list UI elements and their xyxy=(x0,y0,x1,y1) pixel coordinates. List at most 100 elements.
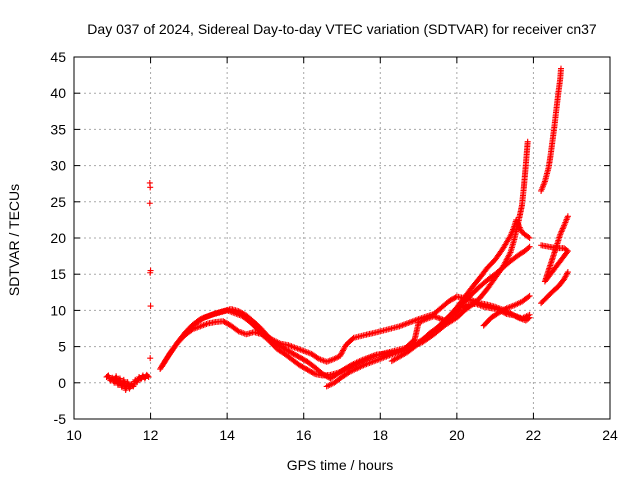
data-point xyxy=(294,353,301,360)
y-tick-label: 15 xyxy=(50,266,66,282)
data-point xyxy=(289,350,296,357)
data-point xyxy=(304,366,311,373)
data-point xyxy=(331,355,338,362)
data-point xyxy=(559,225,566,232)
data-point xyxy=(296,354,303,361)
data-point xyxy=(235,308,242,315)
data-point xyxy=(340,346,347,353)
data-point xyxy=(319,371,326,378)
data-point xyxy=(281,345,288,352)
data-point xyxy=(501,309,508,316)
data-point xyxy=(221,318,228,325)
x-axis-label: GPS time / hours xyxy=(287,457,394,473)
data-point xyxy=(347,362,354,369)
x-tick-label: 20 xyxy=(449,427,465,443)
data-point xyxy=(300,364,307,371)
data-point xyxy=(337,353,344,360)
data-point xyxy=(525,244,532,251)
data-point xyxy=(222,319,229,326)
data-point xyxy=(564,213,571,220)
data-point xyxy=(273,341,280,348)
data-point xyxy=(277,343,284,350)
data-point xyxy=(564,270,571,277)
data-point xyxy=(349,361,356,368)
data-point xyxy=(338,350,345,357)
data-point xyxy=(239,310,246,317)
data-point xyxy=(525,293,532,300)
data-point xyxy=(502,310,509,317)
data-point xyxy=(147,303,154,310)
y-axis-label: SDTVAR / TECUs xyxy=(6,184,22,296)
data-point xyxy=(332,355,339,362)
data-point xyxy=(305,367,312,374)
data-point xyxy=(451,295,458,302)
data-point xyxy=(307,368,314,375)
series-track-i xyxy=(538,269,571,307)
x-tick-label: 10 xyxy=(66,427,82,443)
data-point xyxy=(299,363,306,370)
data-point xyxy=(344,364,351,371)
series-spikes-near-12h xyxy=(146,179,154,362)
data-point xyxy=(314,355,321,362)
data-point xyxy=(284,347,291,354)
data-point xyxy=(298,363,305,370)
data-point xyxy=(295,353,302,360)
y-tick-label: 45 xyxy=(50,49,66,65)
x-tick-label: 16 xyxy=(296,427,312,443)
y-tick-label: -5 xyxy=(54,411,67,427)
y-tick-label: 35 xyxy=(50,121,66,137)
data-point xyxy=(448,296,455,303)
data-point xyxy=(346,363,353,370)
data-point xyxy=(220,318,227,325)
data-point xyxy=(525,234,532,241)
data-point xyxy=(275,342,282,349)
x-tick-label: 22 xyxy=(526,427,542,443)
data-point xyxy=(339,347,346,354)
data-point xyxy=(310,370,317,377)
data-point xyxy=(126,385,133,392)
data-point xyxy=(559,227,566,234)
data-point xyxy=(334,354,341,361)
data-point xyxy=(526,243,533,250)
data-point xyxy=(349,335,356,342)
chart-title: Day 037 of 2024, Sidereal Day-to-day VTE… xyxy=(87,21,597,37)
data-point xyxy=(506,250,513,257)
data-point xyxy=(285,347,292,354)
data-point xyxy=(296,362,303,369)
data-point xyxy=(557,231,564,238)
data-point xyxy=(506,234,513,241)
y-tick-label: 20 xyxy=(50,230,66,246)
data-point xyxy=(225,321,232,328)
series-track-b xyxy=(159,138,531,379)
data-point xyxy=(557,229,564,236)
data-point xyxy=(144,372,151,379)
data-point xyxy=(301,365,308,372)
series-track-h xyxy=(538,213,571,285)
data-point xyxy=(526,311,533,318)
data-point xyxy=(495,306,502,313)
data-point xyxy=(321,371,328,378)
data-point xyxy=(240,311,247,318)
data-point xyxy=(238,309,245,316)
y-tick-label: 0 xyxy=(58,375,66,391)
data-point xyxy=(299,355,306,362)
data-point xyxy=(342,365,349,372)
y-tick-label: 10 xyxy=(50,302,66,318)
x-tick-label: 24 xyxy=(602,427,618,443)
series-cluster-near-11h xyxy=(103,371,152,394)
data-point xyxy=(557,65,564,72)
x-tick-label: 14 xyxy=(219,427,235,443)
data-point xyxy=(524,138,531,145)
data-point xyxy=(146,200,153,207)
axis-ticks: 10 12 14 16 18 20 22 24 -5 0 5 10 15 20 25 30 35 40 45 xyxy=(50,49,618,443)
series-track-f xyxy=(388,300,533,365)
x-tick-label: 12 xyxy=(143,427,159,443)
data-point xyxy=(224,320,231,327)
data-point xyxy=(290,350,297,357)
data-marks xyxy=(103,65,571,394)
data-point xyxy=(280,345,287,352)
data-point xyxy=(446,297,453,304)
x-tick-label: 18 xyxy=(372,427,388,443)
data-point xyxy=(341,344,348,351)
